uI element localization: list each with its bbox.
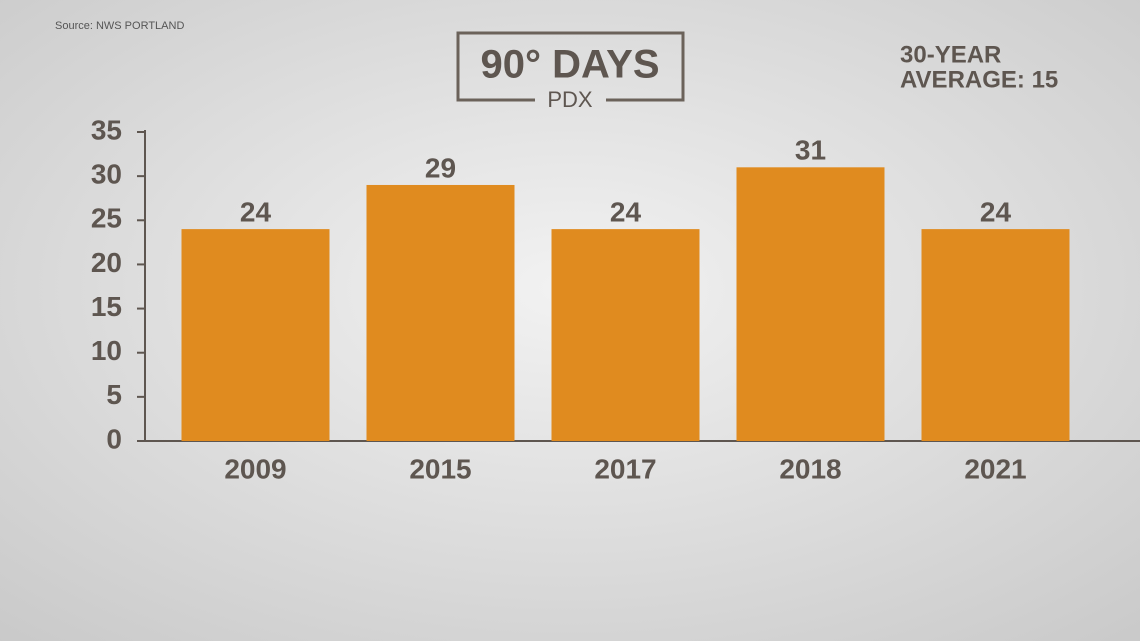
bar <box>551 229 700 441</box>
value-label: 24 <box>240 197 272 228</box>
x-tick-label: 2018 <box>779 453 841 484</box>
y-tick-label: 30 <box>91 159 122 190</box>
y-tick-label: 15 <box>91 291 122 322</box>
bar <box>181 229 330 441</box>
y-tick-label: 35 <box>91 114 122 145</box>
y-tick-label: 20 <box>91 247 122 278</box>
y-tick-label: 5 <box>106 379 122 410</box>
chart-title: 90° DAYS <box>480 43 659 87</box>
annotation: AVERAGE: 15 <box>900 66 1058 93</box>
title-box <box>456 31 685 102</box>
y-tick-label: 25 <box>91 203 122 234</box>
value-label: 24 <box>980 197 1012 228</box>
x-tick-label: 2017 <box>594 453 656 484</box>
value-label: 31 <box>795 135 826 166</box>
annotation: 30-YEAR <box>900 41 1001 68</box>
bar <box>736 167 885 442</box>
x-tick-label: 2009 <box>224 453 286 484</box>
bar <box>366 184 515 441</box>
source: Source: NWS PORTLAND <box>55 20 184 32</box>
x-tick-label: 2015 <box>409 453 471 484</box>
chart-subtitle: PDX <box>547 87 593 112</box>
value-label: 29 <box>425 152 456 183</box>
x-tick-label: 2021 <box>964 453 1026 484</box>
value-label: 24 <box>610 197 642 228</box>
y-tick-label: 0 <box>106 423 122 454</box>
bar <box>921 229 1070 441</box>
y-tick-label: 10 <box>91 335 122 366</box>
